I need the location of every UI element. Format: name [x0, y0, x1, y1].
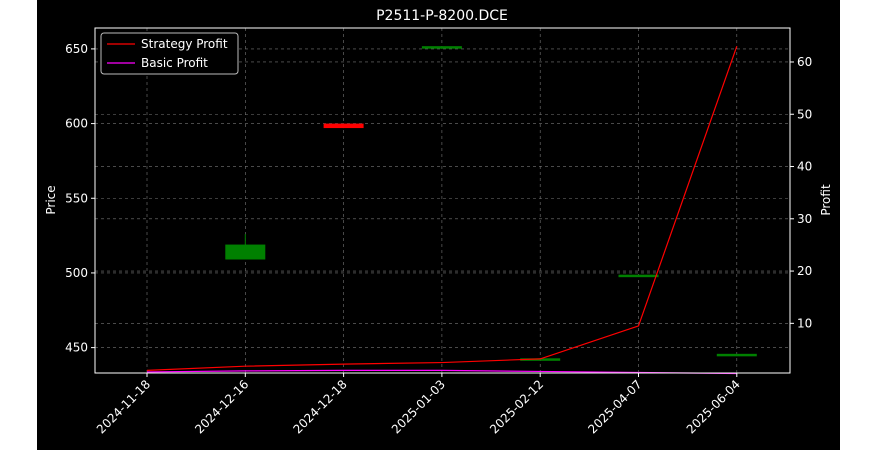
candle-body: [618, 274, 659, 278]
legend: Strategy Profit Basic Profit: [100, 32, 239, 75]
chart-title: P2511-P-8200.DCE: [376, 8, 508, 24]
x-tick-label: 2025-06-04: [684, 377, 743, 436]
left-tick-label: 600: [65, 117, 88, 131]
x-axis: 2024-11-18 2024-12-16 2024-12-18 2025-01-03…: [94, 373, 743, 436]
profit-lines: [146, 46, 738, 375]
plot-frame: [94, 27, 791, 374]
grid-lines: [95, 28, 790, 373]
left-axis-label: Price: [44, 185, 58, 214]
chart-svg: P2511-P-8200.DCE 450 500 550 600 650 10 20 30 4…: [44, 8, 833, 436]
x-tick-label: 2025-02-12: [487, 377, 546, 436]
right-tick-label: 60: [797, 55, 812, 69]
x-tick-label: 2024-12-16: [192, 377, 251, 436]
right-tick-label: 20: [797, 264, 812, 278]
left-axis: 450 500 550 600 650: [65, 42, 95, 355]
candlesticks: [225, 46, 757, 361]
right-tick-label: 30: [797, 212, 812, 226]
left-tick-label: 650: [65, 42, 88, 56]
right-tick-label: 10: [797, 316, 812, 330]
right-tick-label: 50: [797, 107, 812, 121]
candle-body: [323, 123, 364, 129]
x-tick-label: 2025-04-07: [585, 377, 644, 436]
candle-body: [520, 358, 561, 361]
chart-figure: P2511-P-8200.DCE 450 500 550 600 650 10 20 30 4…: [37, 0, 840, 450]
candle-body: [716, 353, 757, 357]
legend-box: [100, 32, 239, 75]
left-tick-label: 550: [65, 191, 88, 205]
legend-label-basic: Basic Profit: [141, 56, 208, 70]
candle-body: [421, 46, 462, 49]
left-tick-label: 450: [65, 341, 88, 355]
candle-body: [225, 244, 266, 260]
x-tick-label: 2024-12-18: [291, 377, 350, 436]
right-axis: 10 20 30 40 50 60: [790, 55, 812, 330]
x-tick-label: 2024-11-18: [94, 377, 153, 436]
series-line-strategy: [146, 46, 738, 371]
x-tick-label: 2025-01-03: [389, 377, 448, 436]
legend-label-strategy: Strategy Profit: [141, 37, 228, 51]
right-tick-label: 40: [797, 160, 812, 174]
right-axis-label: Profit: [819, 184, 833, 216]
series-line-basic: [146, 369, 737, 375]
left-tick-label: 500: [65, 266, 88, 280]
